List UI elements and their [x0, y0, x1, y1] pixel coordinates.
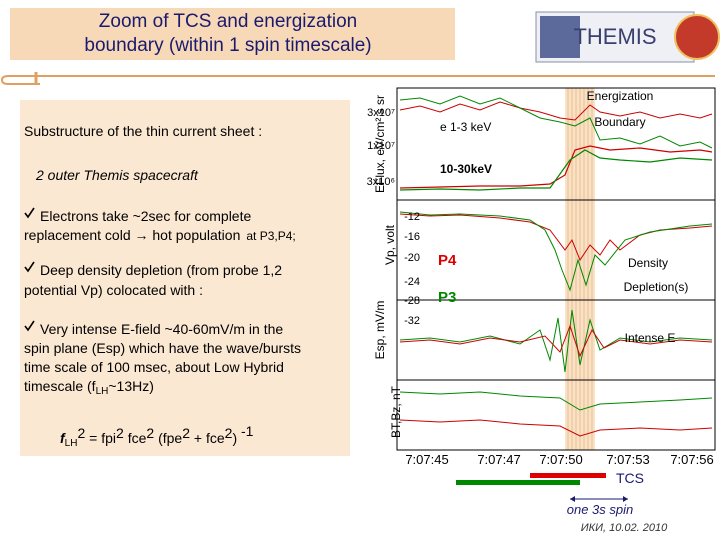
formula-part: 2	[225, 425, 233, 441]
formula-part: f	[60, 430, 66, 446]
x-tick-label: 7:07:53	[606, 452, 649, 467]
axis-label: Vp, volt	[383, 224, 397, 265]
trace	[399, 101, 713, 121]
trace	[399, 145, 713, 189]
trace-label: 10-30keV	[440, 162, 492, 176]
formula-part: 2	[116, 425, 124, 441]
formula-part: LH	[65, 438, 78, 449]
plot-frame	[396, 87, 716, 451]
y-tick-label: -28	[404, 295, 420, 307]
bullet-line: Very intense E-field ~40-60mV/m in the	[40, 321, 283, 337]
logo-image	[540, 16, 580, 58]
axis-label: EFlux, eV/cm² s sr	[373, 95, 387, 193]
subheading: 2 outer Themis spacecraft	[35, 167, 199, 183]
formula-part: + fce	[190, 430, 225, 446]
y-tick-label: 3x10⁶	[367, 176, 395, 188]
annotation: Energization	[587, 89, 654, 103]
bullet-line: time scale of 100 msec, about Low Hybrid	[24, 359, 284, 375]
bullet-line: spin plane (Esp) which have the wave/bur…	[24, 340, 301, 356]
formula-part: 2	[77, 425, 85, 441]
annotation: Density	[628, 256, 668, 270]
formula-part: = fpi	[85, 430, 116, 446]
trace	[399, 211, 713, 292]
trace-label: P4	[438, 252, 457, 269]
spin-label: one 3s spin	[567, 502, 634, 517]
heading: Substructure of the thin current sheet :	[24, 123, 262, 139]
band-hatch	[567, 88, 593, 450]
trace	[399, 149, 713, 191]
bullet-line: potential Vp) colocated with :	[24, 282, 203, 298]
tcs-bar-p3	[456, 480, 580, 485]
title-line: Zoom of TCS and energization	[99, 11, 357, 32]
check-mark	[24, 320, 35, 332]
trace	[399, 391, 713, 411]
axis-label: BT,Bz, nT	[389, 385, 403, 438]
logo-seal	[674, 14, 720, 60]
bullet-text: replacement cold → hot population	[24, 227, 240, 243]
y-tick-label: -32	[404, 315, 420, 327]
logo-text: THEMIS	[573, 24, 656, 49]
formula-part: )	[232, 430, 237, 446]
title-line: boundary (within 1 spin timescale)	[84, 35, 371, 56]
bullet-note: at P3,P4;	[246, 229, 295, 243]
y-tick-label: -16	[404, 231, 420, 243]
x-tick-label: 7:07:56	[670, 452, 713, 467]
separator	[0, 75, 40, 85]
formula-part: fce	[124, 430, 147, 446]
annotation: Depletion(s)	[624, 280, 689, 294]
formula-part: 2	[182, 425, 190, 441]
formula-part: 2	[146, 425, 154, 441]
trace	[399, 419, 713, 437]
footer: ИКИ, 10.02. 2010	[581, 522, 668, 534]
bullet-line: Deep density depletion (from probe 1,2	[40, 262, 282, 278]
tcs-bar-p4	[530, 473, 606, 478]
trace-label: P3	[438, 289, 456, 306]
formula-part: -1	[237, 423, 254, 439]
annotation: Intense E	[625, 331, 676, 345]
check-mark	[24, 261, 35, 273]
title-box	[10, 8, 455, 60]
formula: fLH2 = fpi2 fce2 (fpe2 + fce2) -1	[60, 423, 254, 449]
y-tick-label: -20	[404, 252, 420, 264]
bullet-line: replacement cold → hot population at P3,P…	[24, 227, 296, 243]
x-tick-label: 7:07:50	[539, 452, 582, 467]
figure-bg	[368, 85, 720, 470]
subscript: LH	[96, 386, 109, 397]
tcs-label: TCS	[616, 470, 644, 486]
formula-part: (fpe	[154, 430, 182, 446]
x-tick-label: 7:07:45	[405, 452, 448, 467]
bullet-text: timescale (f	[24, 378, 96, 394]
figure: EFlux, eV/cm² s sr Vp, volt Esp, mV/m BT…	[367, 85, 720, 470]
text-box	[20, 100, 350, 456]
x-tick-label: 7:07:47	[477, 452, 520, 467]
y-tick-label: 3x10⁷	[367, 107, 395, 119]
check-mark	[24, 207, 35, 219]
trace	[399, 95, 713, 149]
trace	[399, 309, 713, 373]
annotation: Boundary	[594, 115, 645, 129]
bullet-line: Electrons take ~2sec for complete	[40, 208, 251, 224]
axis-label: Esp, mV/m	[373, 301, 387, 360]
y-tick-label: -24	[404, 276, 420, 288]
y-tick-label: -12	[404, 211, 420, 223]
trace	[399, 324, 713, 358]
y-tick-label: 1x10⁷	[367, 140, 395, 152]
bullet-line: timescale (fLH~13Hz)	[24, 378, 154, 397]
trace-label: e 1-3 keV	[440, 120, 491, 134]
bullet-text: ~13Hz)	[108, 378, 154, 394]
